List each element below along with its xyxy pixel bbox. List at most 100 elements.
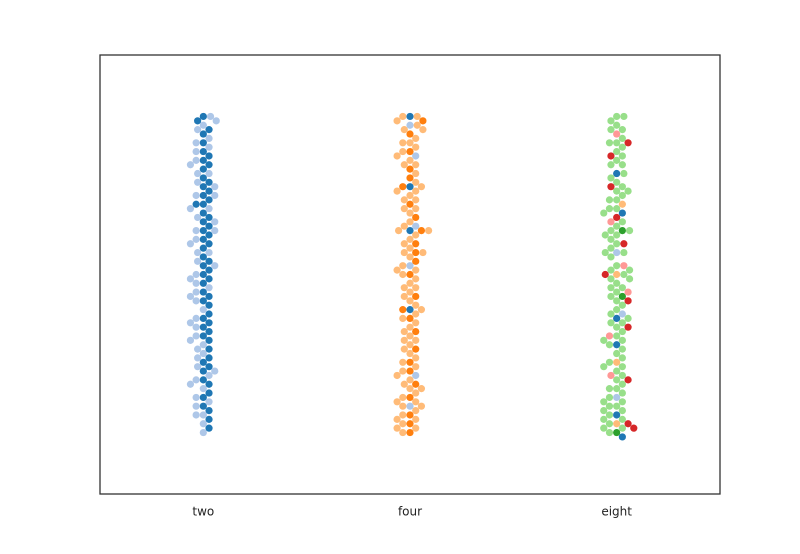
point [413,121,421,129]
point [192,297,200,305]
point [605,358,614,366]
point [192,227,200,235]
point [406,200,414,208]
point [618,398,626,406]
point [417,227,426,235]
point [400,240,408,248]
point [199,218,207,226]
point [412,152,420,160]
point [613,262,621,270]
point [613,323,621,331]
point [406,156,414,164]
point [393,371,401,380]
point [630,424,638,432]
point [406,279,414,287]
point [399,420,407,428]
point [618,345,626,353]
point [199,244,207,252]
point [205,196,213,204]
point [417,306,426,314]
point [412,398,420,406]
point [419,117,427,125]
point [600,209,608,217]
point [618,310,626,318]
point [406,235,414,243]
point [607,253,615,261]
point [613,332,621,340]
point [618,433,626,441]
point [613,205,621,213]
point [600,336,608,344]
point [618,143,626,151]
point [399,112,407,121]
point [613,297,621,305]
point [625,275,634,283]
point [605,385,614,393]
point [607,227,615,235]
point [199,227,207,235]
point [393,415,401,423]
point [211,191,219,200]
point [199,306,207,314]
point [417,402,426,410]
point [199,288,207,296]
x-tick-label: eight [601,505,632,519]
point [205,371,213,380]
point [406,411,414,419]
point [205,319,213,327]
point [205,327,213,336]
point [613,341,621,349]
point [419,248,427,257]
point [205,187,213,195]
point [199,112,207,121]
point [192,393,200,402]
point [205,143,213,151]
point [199,130,207,138]
point [624,139,632,147]
point [400,380,408,388]
point [417,385,426,393]
point [600,363,608,371]
point [186,380,195,388]
point [399,393,407,402]
point [618,327,626,336]
point [412,301,420,309]
point [620,169,628,178]
point [412,284,420,292]
point [412,213,420,222]
point [406,130,414,138]
point [205,301,213,309]
point [205,257,213,265]
point [412,161,420,169]
point [613,169,621,178]
point [613,147,621,156]
point [186,275,195,283]
point [607,235,615,243]
point [406,402,414,410]
point [613,376,621,384]
point [412,248,420,257]
point [205,161,213,169]
point [618,363,626,371]
point [205,231,213,239]
point [618,134,626,143]
point [406,393,414,402]
point [192,279,200,287]
point [412,187,420,195]
point [393,187,401,195]
point [399,183,407,191]
point [618,371,626,380]
point [194,363,202,371]
point [624,297,632,305]
point [613,411,621,419]
point [419,126,427,134]
point [605,332,614,340]
point [205,152,213,160]
point [412,292,420,301]
point [199,174,207,182]
point [399,411,407,419]
point [624,376,632,384]
point [199,262,207,270]
point [192,376,200,384]
